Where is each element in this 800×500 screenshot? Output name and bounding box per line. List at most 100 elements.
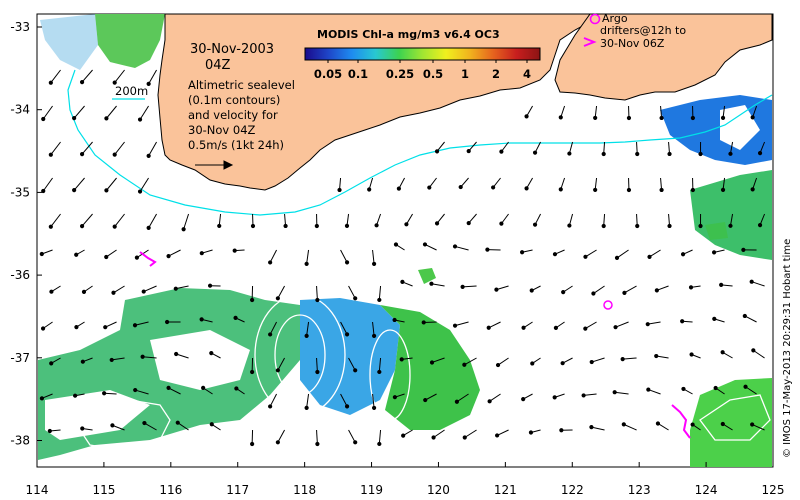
velocity-arrow-head [401,433,406,438]
legend-line-1: Altimetric sealevel [188,78,295,92]
plot-area [38,13,773,467]
velocity-arrow [424,393,437,401]
velocity-arrow-head [601,223,606,229]
velocity-arrow-head [621,422,626,427]
velocity-arrow [42,105,53,120]
velocity-arrow [624,285,637,294]
velocity-arrow [139,177,149,192]
velocity-arrow-head [626,187,632,193]
velocity-arrow-head [647,254,652,259]
cloud-gap-4 [720,105,760,150]
x-tick-label: 121 [494,483,517,497]
velocity-arrow-head [166,385,171,391]
velocity-arrow-head [392,317,397,323]
velocity-arrow-head [613,325,618,330]
velocity-arrow [649,249,661,258]
velocity-arrow-head [233,315,238,320]
velocity-arrow-head [680,319,685,324]
y-tick-label: -34 [10,103,30,117]
velocity-arrow-head [750,187,755,192]
velocity-arrow [143,285,157,293]
velocity-arrow-head [698,223,703,229]
velocity-arrow-head [104,188,109,193]
velocity-arrow [168,249,181,257]
argo-track-2 [671,404,691,439]
velocity-arrow-head [104,254,109,260]
velocity-arrow [42,177,53,192]
velocity-arrow-head [112,224,117,229]
velocity-arrow-head [434,149,440,154]
x-tick-label: 117 [226,483,249,497]
velocity-arrow-head [174,351,179,357]
velocity-arrow [585,249,597,258]
velocity-arrow [144,422,157,431]
velocity-arrow-head [452,323,458,328]
velocity-arrow [488,321,501,329]
velocity-arrow-head [315,441,320,447]
velocity-arrow [583,393,597,396]
velocity-arrow-head [199,251,204,256]
velocity-arrow [111,357,125,361]
velocity-arrow-head [458,184,463,190]
velocity-arrow [114,69,125,83]
velocity-arrow-head [133,387,138,393]
contour-2 [254,294,346,416]
chl-patch-south-east [690,378,772,467]
velocity-arrow-head [400,279,405,285]
velocity-arrow-head [466,220,471,226]
velocity-arrow-head [250,223,256,229]
velocity-arrow [372,249,375,264]
velocity-arrow-head [181,227,186,232]
colorbar-tick-label: 0.5 [423,67,443,81]
velocity-arrow-head [344,260,350,265]
velocity-arrow [616,249,629,259]
velocity-arrow-head [40,326,46,331]
velocity-arrow-head [622,290,627,295]
velocity-arrow [464,357,477,366]
colorbar-ticks: 0.05 0.1 0.25 0.5 1 2 4 [314,60,531,81]
velocity-arrow-head [173,286,178,291]
velocity-arrow [378,429,382,444]
velocity-arrow-head [73,393,78,398]
velocity-arrow-head [524,114,529,119]
velocity-arrow-head [750,422,755,427]
x-tick-label: 120 [427,483,450,497]
velocity-arrow [81,69,93,83]
velocity-arrow-head [654,288,659,293]
velocity-arrow [622,357,637,360]
velocity-arrow-head [452,244,458,249]
velocity-arrow-head [74,324,79,330]
colorbar-title: MODIS Chl-a mg/m3 v6.4 OC3 [317,28,500,41]
velocity-arrow-head [462,435,467,440]
velocity-arrow-head [39,251,44,257]
velocity-arrow-head [552,252,558,257]
velocity-arrow-head [423,397,428,403]
velocity-arrow-head [304,333,309,338]
velocity-arrow [175,353,189,359]
velocity-arrow-head [142,420,147,426]
velocity-arrow-head [140,354,145,359]
velocity-arrow-head [559,428,564,433]
velocity-arrow-head [487,399,492,404]
velocity-arrow-head [690,422,695,427]
velocity-arrow-head [314,223,319,229]
velocity-arrow [614,391,629,395]
velocity-arrow-head [690,187,695,193]
contour-4 [79,399,171,451]
velocity-arrow-head [466,148,471,154]
velocity-arrow-head [250,441,255,447]
velocity-arrow-head [659,115,664,121]
velocity-arrow [424,243,437,251]
argo-legend-arrow [583,37,597,47]
velocity-arrow [277,429,285,443]
velocity-arrow [277,285,285,299]
velocity-arrow-head [558,187,563,192]
velocity-arrow-head [720,350,725,355]
velocity-arrow-head [250,297,255,303]
velocity-arrow-head [268,332,273,337]
velocity-arrow-head [429,281,434,286]
velocity-arrow-head [743,384,748,389]
scale-arrow-head [223,160,234,170]
velocity-arrow-head [728,151,733,156]
velocity-arrow-head [757,151,763,156]
